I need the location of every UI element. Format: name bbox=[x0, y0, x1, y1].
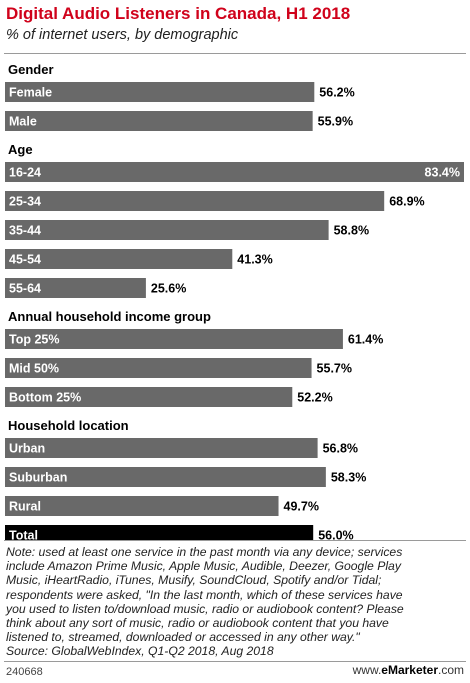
bar-category-label: Mid 50% bbox=[9, 362, 59, 376]
note-line: listened to, streamed, downloaded or acc… bbox=[6, 630, 360, 645]
bar bbox=[5, 496, 279, 516]
bar-category-label: 45-54 bbox=[9, 253, 41, 267]
group-heading: Annual household income group bbox=[8, 309, 211, 324]
bar bbox=[5, 438, 318, 458]
bar-category-label: Male bbox=[9, 115, 37, 129]
bar-value-label: 83.4% bbox=[425, 166, 460, 180]
bar-category-label: Top 25% bbox=[9, 333, 59, 347]
bar-category-label: Suburban bbox=[9, 471, 67, 485]
bar-chart: Gender Female 56.2% Male 55.9% Age 16-24 83.4% 2… bbox=[5, 62, 464, 541]
bar-category-label: 25-34 bbox=[9, 195, 41, 209]
bar-value-label: 68.9% bbox=[389, 195, 424, 209]
bar-value-label: 55.9% bbox=[318, 115, 353, 129]
footnote: Note: used at least one service in the p… bbox=[6, 545, 464, 659]
bar bbox=[5, 358, 312, 378]
note-line: you used to listen to/download music, ra… bbox=[6, 601, 404, 616]
group-heading: Age bbox=[8, 142, 33, 157]
bar bbox=[5, 220, 329, 240]
bar-category-label: 16-24 bbox=[9, 166, 41, 180]
bar-value-label: 55.7% bbox=[317, 362, 352, 376]
brand-suffix: .com bbox=[437, 663, 464, 677]
bar bbox=[5, 387, 293, 407]
bar-category-label: Rural bbox=[9, 500, 41, 514]
bottom-divider bbox=[4, 540, 466, 541]
brand-prefix: www. bbox=[352, 663, 382, 677]
bar-value-label: 58.8% bbox=[334, 224, 369, 238]
bar-value-label: 61.4% bbox=[348, 333, 383, 347]
bar bbox=[5, 249, 233, 269]
chart-id: 240668 bbox=[6, 666, 43, 678]
brand-name: eMarketer bbox=[381, 663, 438, 677]
bar bbox=[5, 191, 385, 211]
bar bbox=[5, 467, 326, 487]
bar-value-label: 58.3% bbox=[331, 471, 366, 485]
bar-category-label: Total bbox=[9, 529, 38, 541]
group-heading: Gender bbox=[8, 62, 54, 77]
bar bbox=[5, 329, 343, 349]
bar-category-label: Female bbox=[9, 86, 52, 100]
chart-title: Digital Audio Listeners in Canada, H1 20… bbox=[6, 4, 351, 23]
bar-value-label: 52.2% bbox=[297, 391, 332, 405]
top-divider bbox=[4, 53, 466, 54]
emarketer-logo: www.eMarketer.com bbox=[353, 663, 464, 677]
footer-divider bbox=[4, 661, 466, 662]
bar-category-label: 35-44 bbox=[9, 224, 41, 238]
bar bbox=[5, 162, 464, 182]
note-line: Note: used at least one service in the p… bbox=[6, 545, 403, 559]
bar-value-label: 56.2% bbox=[319, 86, 354, 100]
note-line: respondents were asked, "In the last mon… bbox=[6, 587, 403, 602]
bar-category-label: Bottom 25% bbox=[9, 391, 81, 405]
bar-value-label: 56.0% bbox=[318, 529, 353, 541]
bar-category-label: Urban bbox=[9, 442, 45, 456]
bar bbox=[5, 525, 314, 540]
note-line: Music, iHeartRadio, iTunes, Musify, Soun… bbox=[6, 573, 382, 588]
note-line: include Amazon Prime Music, Apple Music,… bbox=[6, 559, 401, 574]
bar bbox=[5, 111, 313, 131]
bar-value-label: 56.8% bbox=[323, 442, 358, 456]
chart-subtitle: % of internet users, by demographic bbox=[6, 27, 239, 43]
bar bbox=[5, 278, 146, 298]
bar-category-label: 55-64 bbox=[9, 282, 41, 296]
bar-value-label: 25.6% bbox=[151, 282, 186, 296]
bar-value-label: 49.7% bbox=[284, 500, 319, 514]
group-heading: Household location bbox=[8, 418, 129, 433]
source-line: Source: GlobalWebIndex, Q1-Q2 2018, Aug … bbox=[6, 644, 274, 659]
bar bbox=[5, 82, 315, 102]
bar-value-label: 41.3% bbox=[237, 253, 272, 267]
note-line: think about any sort of music, radio or … bbox=[6, 616, 389, 631]
